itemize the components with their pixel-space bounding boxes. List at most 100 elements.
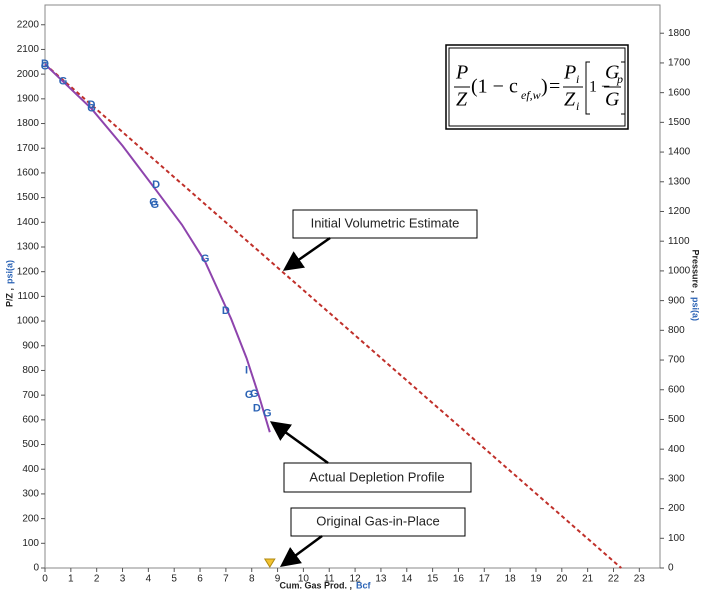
data-point: G (201, 253, 210, 265)
y2-tick-label: 100 (668, 533, 685, 544)
data-point: G (87, 103, 96, 115)
data-point: D (152, 179, 160, 191)
x-tick-label: 16 (453, 574, 465, 585)
y2-tick-label: 1200 (668, 206, 691, 217)
annotation-box (290, 507, 466, 537)
y-tick-label: 300 (22, 489, 39, 500)
y2-tick-label: 0 (668, 563, 674, 574)
y-tick-label: 2000 (17, 69, 40, 80)
y-tick-label: 1400 (17, 217, 40, 228)
y2-tick-label: 1000 (668, 266, 691, 277)
eq-part: ) (541, 76, 548, 98)
annotation-box (283, 462, 472, 493)
x-tick-label: 0 (42, 574, 48, 585)
eq-part: G (605, 62, 620, 84)
x-tick-label: 8 (249, 574, 255, 585)
y2-tick-label: 1300 (668, 176, 691, 187)
y-tick-label: 1100 (17, 291, 39, 302)
data-point: G (245, 389, 254, 401)
x-tick-label: 20 (556, 574, 568, 585)
y2-tick-label: 200 (668, 503, 685, 514)
x-tick-label: 11 (324, 574, 335, 585)
axes: 0 1 2 3 4 5 6 7 8 9 10 11 12 13 14 15 16 17 18 19 20 21 22 2301… (17, 19, 691, 584)
data-point: G (151, 199, 160, 211)
eq-part: G (605, 89, 620, 111)
x-tick-label: 4 (146, 574, 152, 585)
x-tick-label: 2 (94, 574, 100, 585)
annotation-box (292, 209, 478, 239)
y-tick-label: 2100 (17, 44, 40, 55)
y-tick-label: 700 (22, 390, 39, 401)
y-tick-label: 1700 (17, 143, 40, 154)
x-tick-label: 5 (171, 574, 177, 585)
y2-tick-label: 1500 (668, 117, 691, 128)
x-axis-unit: Bcf (356, 580, 372, 590)
equation-box (445, 44, 629, 130)
y-axis-unit: psi(a) (4, 260, 14, 284)
y2-tick-label: 700 (668, 355, 685, 366)
x-tick-label: 3 (120, 574, 126, 585)
series-line (44, 63, 622, 569)
y2-axis-title: Pressure , psi(a) (691, 249, 701, 321)
eq-part: i (576, 99, 579, 113)
y2-tick-label: 1600 (668, 87, 691, 98)
x-axis-label: Cum. Gas Prod. , (279, 580, 352, 590)
y2-axis-unit: psi(a) (691, 297, 701, 321)
series-line (44, 63, 271, 433)
x-tick-label: 23 (634, 574, 646, 585)
y-tick-label: 200 (22, 513, 39, 524)
eq-part: 1 − (589, 79, 610, 96)
y-tick-label: 1300 (17, 242, 40, 253)
x-tick-label: 17 (479, 574, 491, 585)
data-point: D (41, 58, 49, 70)
eq-part: Z (456, 89, 468, 111)
x-tick-label: 10 (298, 574, 310, 585)
annotation: Original Gas-in-Place (316, 513, 440, 528)
x-tick-label: 22 (608, 574, 620, 585)
y-tick-label: 0 (33, 563, 39, 574)
data-point: D (222, 305, 230, 317)
annotation: Actual Depletion Profile (309, 469, 444, 484)
y-tick-label: 600 (22, 414, 39, 425)
x-tick-label: 14 (401, 574, 413, 585)
data-point: D (253, 403, 261, 415)
y2-tick-label: 1800 (668, 28, 691, 39)
x-tick-label: 15 (427, 574, 439, 585)
y-tick-label: 1600 (17, 168, 40, 179)
equation: P Z (1 − c ef,w ) = P i Z i 1 − G p G (454, 61, 626, 115)
arrow (269, 421, 329, 465)
y-tick-label: 1200 (17, 266, 40, 277)
y-tick-label: 1900 (17, 93, 40, 104)
y-tick-label: 500 (22, 439, 39, 450)
eq-part: p (616, 72, 623, 86)
y2-tick-label: 500 (668, 414, 685, 425)
y2-tick-label: 300 (668, 474, 685, 485)
eq-part: ef,w (521, 88, 541, 102)
eq-part: (1 − c (471, 76, 518, 98)
data-point: I (245, 364, 248, 376)
data-point: D (88, 99, 96, 111)
eq-part: P (563, 62, 576, 84)
data-point: G (263, 408, 272, 420)
annotation: Initial Volumetric Estimate (311, 215, 460, 230)
eq-part: Z (564, 89, 576, 111)
annotations: Initial Volumetric Estimate Actual Deple… (269, 209, 478, 567)
y-tick-label: 400 (22, 464, 39, 475)
y-tick-label: 900 (22, 340, 39, 351)
bracket (585, 61, 590, 115)
arrow (279, 534, 323, 567)
y2-tick-label: 900 (668, 295, 685, 306)
y-axis-label: P/Z , (4, 288, 14, 307)
data-point: G (41, 61, 50, 73)
data-point: G (149, 196, 158, 208)
y2-tick-label: 1100 (668, 236, 690, 247)
y-tick-label: 1500 (17, 192, 40, 203)
y2-tick-label: 1400 (668, 147, 691, 158)
x-tick-label: 9 (275, 574, 281, 585)
x-tick-label: 19 (530, 574, 542, 585)
x-tick-label: 1 (68, 574, 74, 585)
y-axis-title: P/Z , psi(a) (4, 260, 14, 307)
x-tick-label: 12 (350, 574, 362, 585)
data-point: G (250, 388, 259, 400)
